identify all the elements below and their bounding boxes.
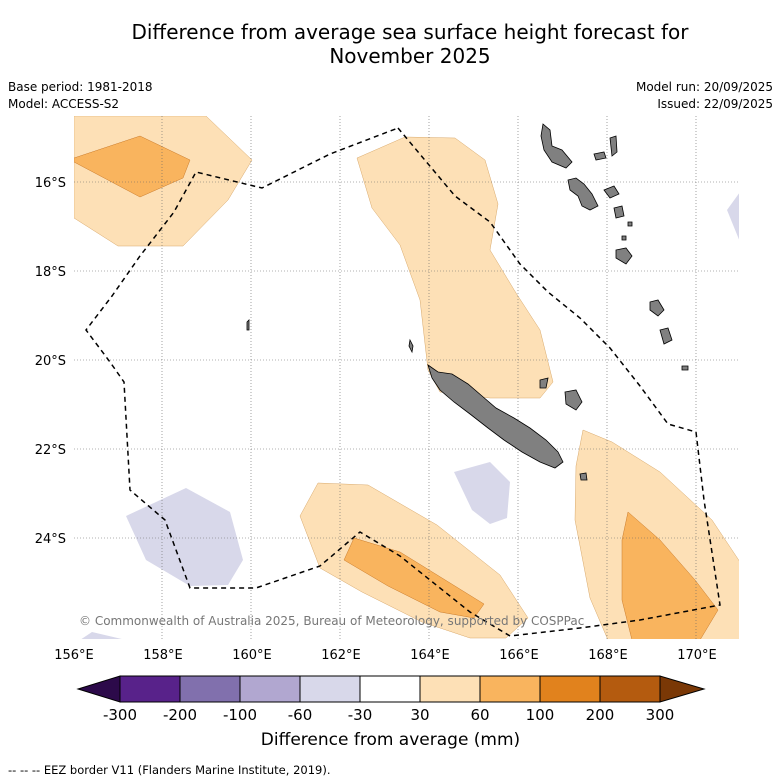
- island: [593, 151, 607, 161]
- island: [615, 247, 633, 265]
- colorbar-tick-label: 30: [410, 706, 429, 724]
- negative-anomaly-region: [126, 488, 243, 586]
- island: [408, 338, 414, 354]
- model-name: Model: ACCESS-S2: [8, 97, 120, 111]
- lon-label: 168°E: [588, 648, 628, 663]
- lon-label: 164°E: [410, 648, 450, 663]
- lat-label: 24°S: [35, 532, 66, 547]
- copyright-note: © Commonwealth of Australia 2025, Bureau…: [79, 614, 585, 628]
- colorbar-tick-label: -60: [288, 706, 313, 724]
- island: [579, 472, 588, 481]
- colorbar-tick-label: 200: [586, 706, 615, 724]
- colorbar-extend-low: [76, 675, 121, 703]
- island: [681, 365, 689, 371]
- positive-anomaly-region: [356, 136, 554, 399]
- colorbar-segment: [179, 675, 241, 703]
- new-caledonia-land: [427, 364, 564, 469]
- title-line-2: November 2025: [329, 44, 491, 68]
- colorbar-segment: [419, 675, 481, 703]
- colorbar-segment: [479, 675, 541, 703]
- lat-label: 18°S: [35, 265, 66, 280]
- colorbar-title: Difference from average (mm): [260, 730, 521, 750]
- island: [564, 389, 583, 411]
- colorbar-tick-label: 60: [470, 706, 489, 724]
- negative-anomaly-region: [727, 193, 739, 240]
- map-area: [74, 116, 739, 639]
- lat-label: 22°S: [35, 443, 66, 458]
- lat-label: 16°S: [35, 176, 66, 191]
- island: [567, 177, 599, 211]
- island: [649, 299, 665, 317]
- colorbar-segment: [119, 675, 181, 703]
- colorbar-tick-label: -200: [163, 706, 197, 724]
- vanuatu-land: [540, 123, 573, 169]
- base-period: Base period: 1981-2018: [8, 80, 153, 94]
- chart-title: Difference from average sea surface heig…: [40, 20, 780, 68]
- island: [627, 221, 633, 227]
- island: [659, 327, 673, 345]
- colorbar-tick-label: -30: [348, 706, 373, 724]
- model-run: Model run: 20/09/2025: [635, 80, 773, 94]
- graticule: [74, 116, 739, 639]
- colorbar-segment: [239, 675, 301, 703]
- colorbar-tick-label: 300: [646, 706, 675, 724]
- lon-label: 162°E: [321, 648, 361, 663]
- island: [621, 235, 627, 241]
- lon-label: 158°E: [143, 648, 183, 663]
- lon-label: 166°E: [499, 648, 539, 663]
- strong-positive-region: [621, 511, 719, 639]
- lon-label: 170°E: [677, 648, 717, 663]
- strong-positive-region: [343, 537, 485, 619]
- title-line-1: Difference from average sea surface heig…: [131, 20, 689, 44]
- issued-date: Issued: 22/09/2025: [657, 97, 773, 111]
- lon-label: 156°E: [54, 648, 94, 663]
- colorbar-tick-label: 100: [526, 706, 555, 724]
- colorbar-segment: [299, 675, 361, 703]
- lat-label: 20°S: [35, 354, 66, 369]
- colorbar: -300 -200 -100 -60 -30 30 60 100 200 300: [76, 675, 706, 724]
- island: [613, 205, 625, 219]
- eez-border: [85, 127, 721, 637]
- meta-right: Model run: 20/09/2025 Issued: 22/09/2025: [636, 79, 773, 113]
- colorbar-extend-high: [659, 675, 706, 703]
- island: [246, 319, 250, 331]
- colorbar-tick-label: -300: [103, 706, 137, 724]
- lon-label: 160°E: [232, 648, 272, 663]
- island: [609, 135, 618, 157]
- colorbar-segment: [359, 675, 421, 703]
- colorbar-segment: [539, 675, 601, 703]
- island: [603, 185, 620, 199]
- eez-footnote: -- -- -- EEZ border V11 (Flanders Marine…: [8, 763, 331, 777]
- colorbar-segment: [599, 675, 661, 703]
- negative-anomaly-region: [454, 462, 510, 524]
- meta-left: Base period: 1981-2018 Model: ACCESS-S2: [8, 79, 153, 113]
- colorbar-tick-label: -100: [223, 706, 257, 724]
- negative-anomaly-region: [81, 632, 122, 639]
- island: [539, 377, 549, 389]
